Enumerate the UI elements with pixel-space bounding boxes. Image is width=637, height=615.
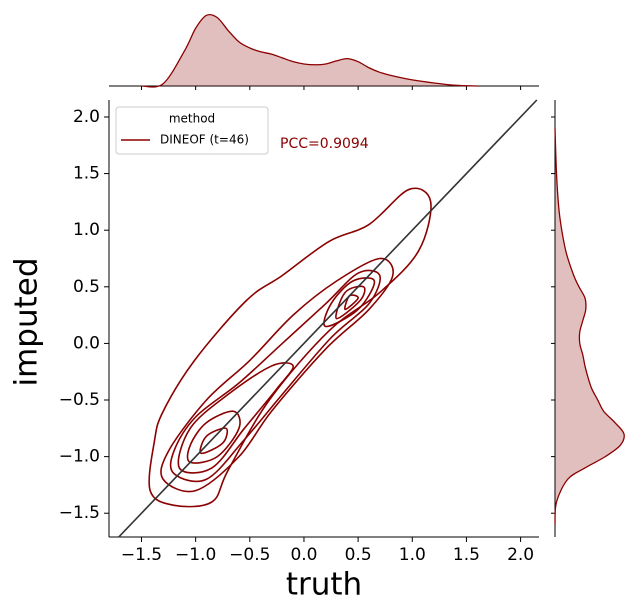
marginal-x-density (141, 13, 478, 88)
kde-contour (335, 285, 366, 320)
x-tick-label: 1.0 (399, 545, 426, 565)
x-tick-label: 2.0 (507, 545, 534, 565)
kde-contour (199, 427, 229, 455)
y-axis-label: imputed (9, 257, 45, 386)
kde-contour (344, 294, 359, 311)
kde-contour (148, 187, 432, 508)
marginal-x-area (141, 14, 478, 87)
x-tick-label: 0.5 (345, 545, 372, 565)
y-tick-label: 2.0 (73, 107, 100, 127)
x-tick-label: 1.5 (453, 545, 480, 565)
y-tick-label: −1.5 (59, 503, 100, 523)
legend-title: method (169, 112, 215, 126)
marginal-y-density (554, 128, 625, 525)
x-tick-label: 0.0 (290, 545, 317, 565)
kde-contour (160, 257, 394, 493)
identity-line (118, 99, 538, 538)
y-tick-label: 0.0 (73, 333, 100, 353)
x-tick-label: −0.5 (229, 545, 270, 565)
y-tick-label: −1.0 (59, 447, 100, 467)
y-tick-label: −0.5 (59, 390, 100, 410)
marginal-y-area (555, 128, 625, 525)
y-tick-label: 1.5 (73, 164, 100, 184)
annotation: PCC=0.9094 (280, 136, 369, 152)
x-axis-label: truth (286, 567, 362, 603)
y-tick-label: 0.5 (73, 277, 100, 297)
kde-contour (186, 410, 241, 464)
legend-label: DINEOF (t=46) (160, 133, 249, 147)
y-tick-label: 1.0 (73, 220, 100, 240)
kde-contour (177, 362, 294, 474)
legend-box (115, 106, 269, 155)
x-tick-label: −1.0 (175, 545, 216, 565)
x-tick-label: −1.5 (121, 545, 162, 565)
